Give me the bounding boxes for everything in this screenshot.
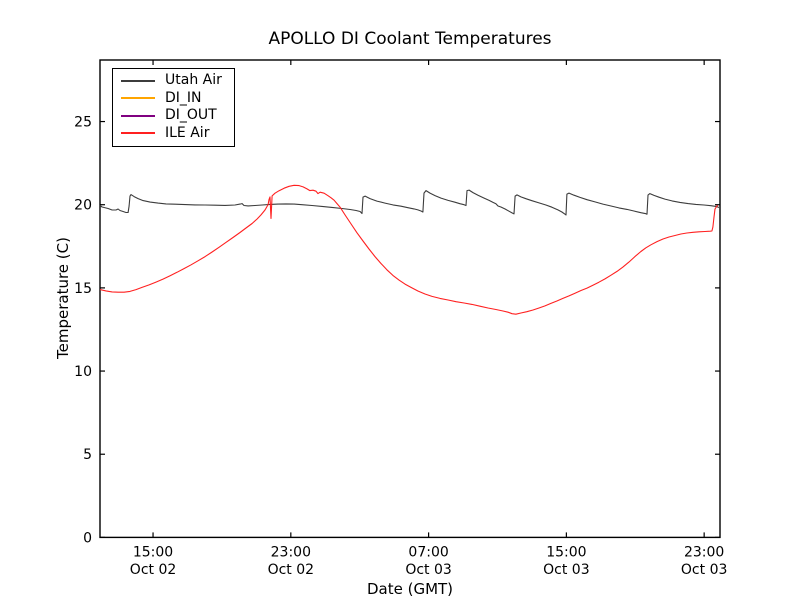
legend-line-ile-air (121, 132, 155, 135)
legend-item-di-in: DI_IN (121, 90, 222, 108)
legend-item-utah-air: Utah Air (121, 72, 222, 90)
x-tick-date-label: Oct 02 (130, 562, 176, 578)
x-tick-date-label: Oct 03 (543, 562, 589, 578)
x-tick-date-label: Oct 02 (268, 562, 314, 578)
legend-item-ile-air: ILE Air (121, 125, 222, 143)
y-tick-label: 25 (74, 115, 92, 131)
chart-title: APOLLO DI Coolant Temperatures (268, 29, 552, 49)
legend-item-di-out: DI_OUT (121, 107, 222, 125)
x-tick-date-label: Oct 03 (681, 562, 727, 578)
legend-line-di-in (121, 97, 155, 100)
legend-line-di-out (121, 114, 155, 117)
legend-label-di-out: DI_OUT (165, 107, 217, 124)
x-tick-label: 23:00 (684, 544, 724, 560)
x-tick-date-label: Oct 03 (405, 562, 451, 578)
x-tick-label: 15:00 (133, 544, 173, 560)
y-axis-label: Temperature (C) (54, 237, 72, 359)
legend-label-di-in: DI_IN (165, 89, 202, 106)
x-tick-label: 07:00 (408, 544, 448, 560)
legend-label-ile-air: ILE Air (165, 124, 210, 141)
x-axis-label: Date (GMT) (366, 580, 454, 598)
series-utah-air (99, 189, 720, 216)
x-tick-label: 23:00 (271, 544, 311, 560)
y-tick-label: 5 (83, 447, 92, 463)
legend-label-utah-air: Utah Air (165, 72, 222, 89)
y-tick-label: 10 (74, 364, 92, 380)
y-tick-label: 15 (74, 281, 92, 297)
axes-frame (99, 59, 721, 539)
series-ile-air (99, 184, 719, 315)
y-tick-label: 20 (74, 198, 92, 214)
x-tick-label: 15:00 (546, 544, 586, 560)
legend: Utah Air DI_IN DI_OUT ILE Air (112, 68, 235, 147)
legend-line-utah-air (121, 79, 155, 82)
y-tick-label: 0 (83, 530, 92, 546)
